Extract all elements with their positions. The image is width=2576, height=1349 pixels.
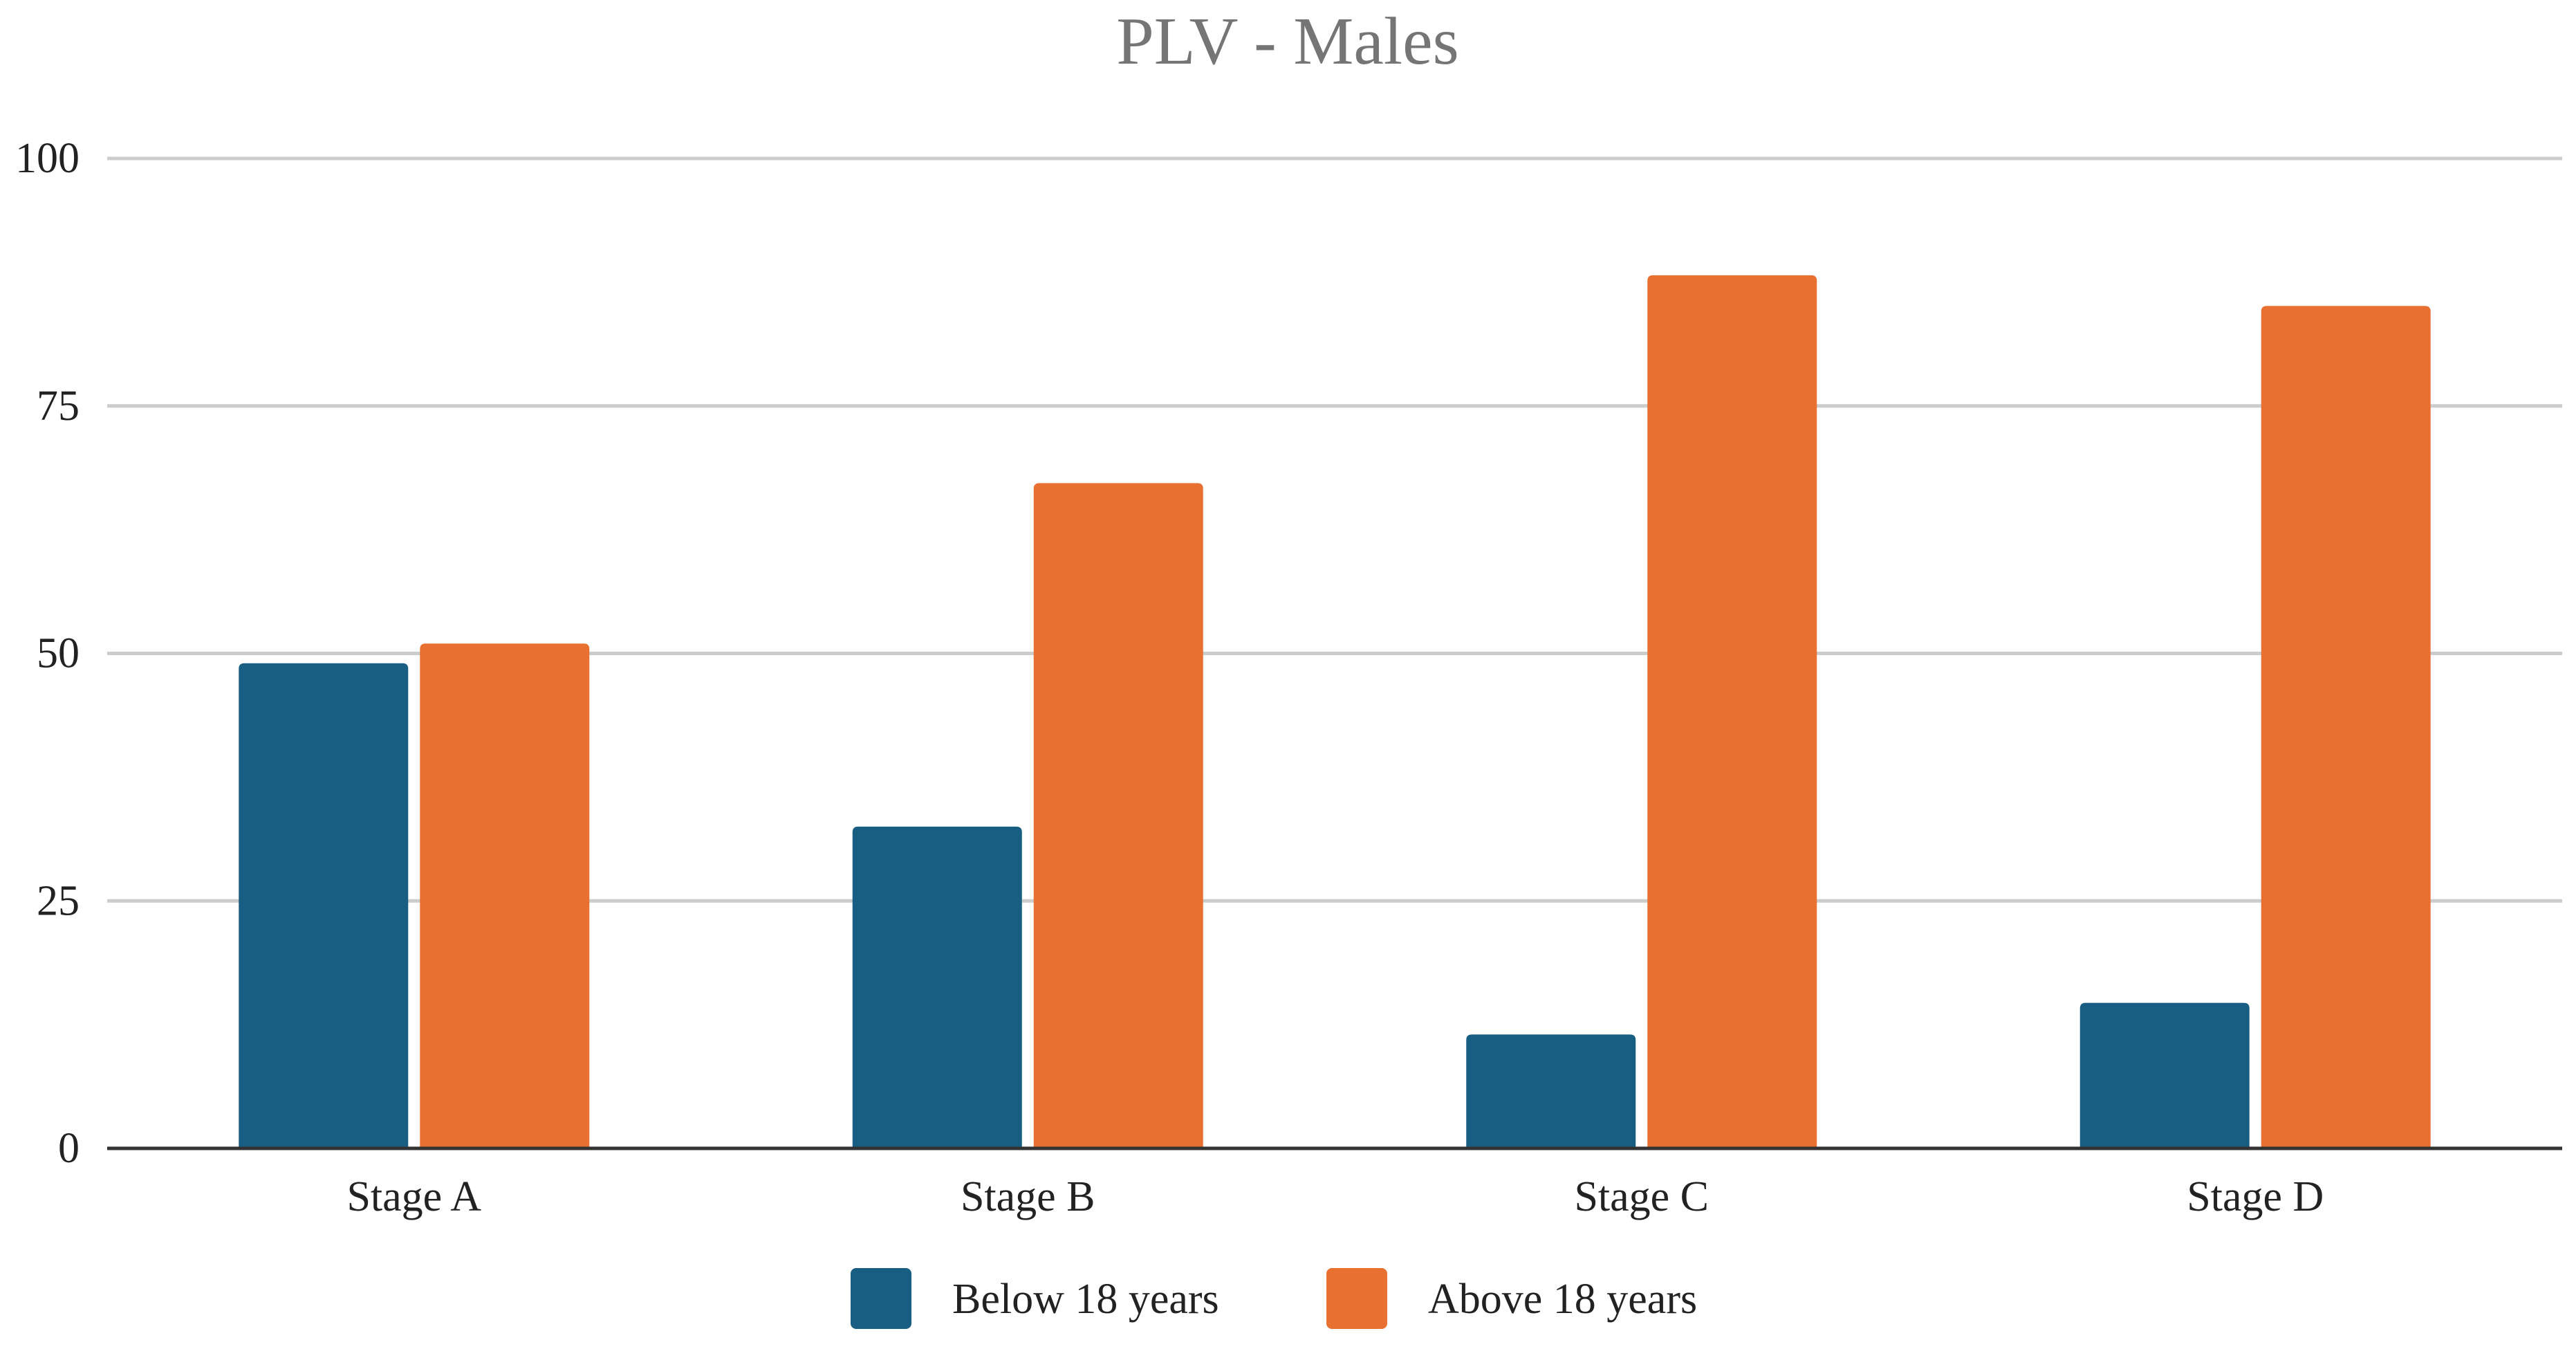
x-tick-label: Stage B (961, 1173, 1095, 1220)
y-tick-label: 50 (37, 630, 80, 677)
x-tick-label: Stage D (2187, 1173, 2324, 1220)
y-tick-label: 100 (15, 135, 80, 182)
legend-swatch (1326, 1268, 1387, 1329)
y-tick-label: 75 (37, 383, 80, 430)
bar-stage-d-below-18-years (2079, 1002, 2250, 1148)
legend: Below 18 years Above 18 years (851, 1268, 1697, 1329)
y-tick-label: 0 (58, 1125, 80, 1172)
y-tick-label: 25 (37, 877, 80, 924)
legend-item: Above 18 years (1326, 1268, 1697, 1329)
x-axis-tick-labels: Stage A Stage B Stage C Stage D (346, 1173, 2324, 1220)
bar-stage-b-above-18-years (1033, 483, 1203, 1148)
bar-stage-a-above-18-years (420, 643, 590, 1148)
chart-title: PLV - Males (1116, 4, 1459, 79)
bar-stage-b-below-18-years (852, 826, 1022, 1148)
bar-stage-c-below-18-years (1466, 1034, 1636, 1148)
legend-label: Above 18 years (1428, 1276, 1697, 1323)
legend-swatch (851, 1268, 911, 1329)
bars (239, 275, 2431, 1148)
bar-stage-c-above-18-years (1647, 275, 1817, 1148)
bar-stage-a-below-18-years (239, 663, 409, 1148)
y-axis-tick-labels: 0 25 50 75 100 (15, 135, 80, 1172)
legend-label: Below 18 years (952, 1276, 1219, 1323)
bar-stage-d-above-18-years (2261, 306, 2431, 1148)
x-tick-label: Stage A (346, 1173, 481, 1220)
x-tick-label: Stage C (1574, 1173, 1709, 1220)
legend-item: Below 18 years (851, 1268, 1219, 1329)
